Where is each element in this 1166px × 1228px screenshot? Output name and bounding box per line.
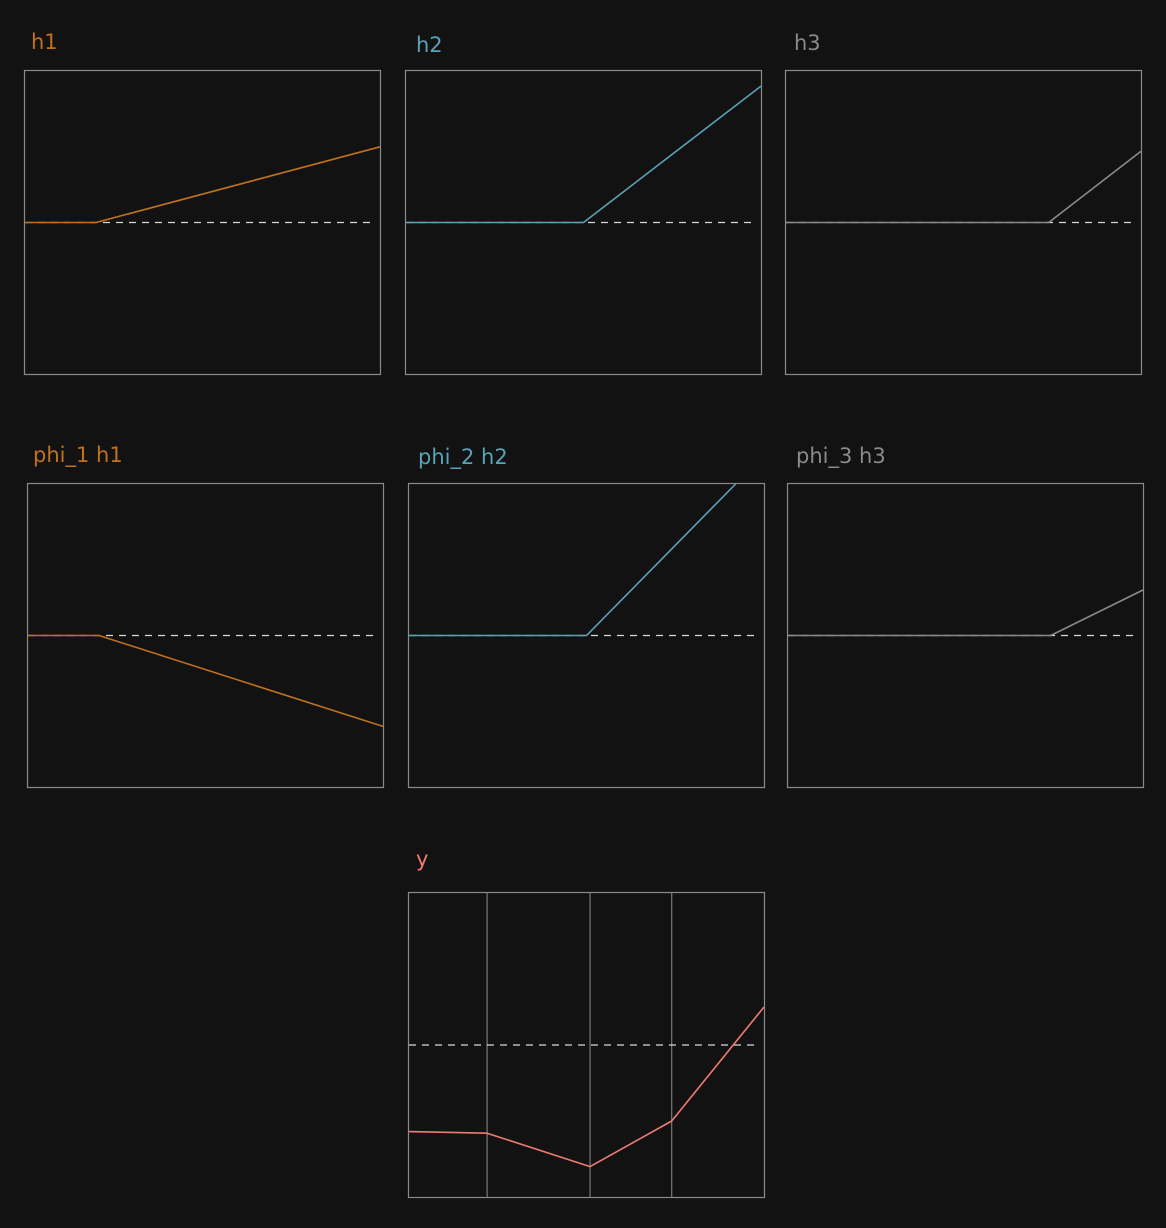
panel-title-h2: h2 <box>416 33 443 57</box>
plot-phi2-h2 <box>407 482 766 789</box>
series-line-h2 <box>406 85 762 224</box>
series-line-h3 <box>786 150 1142 224</box>
series-line-h1 <box>25 146 381 224</box>
plot-phi1-h1 <box>26 482 385 789</box>
plot-h2 <box>404 69 763 376</box>
panel-title-phi2-h2: phi_2 h2 <box>418 445 508 469</box>
series-line-phi1h1 <box>28 634 384 728</box>
plot-frame-y <box>407 891 766 1199</box>
panel-title-phi3-h3: phi_3 h3 <box>796 444 886 468</box>
plot-frame-phi1h1 <box>26 482 385 789</box>
panel-title-h3: h3 <box>794 31 821 55</box>
series-line-phi3h3 <box>788 589 1144 637</box>
panel-title-h1: h1 <box>31 30 58 54</box>
plot-h1 <box>23 69 382 376</box>
panel-title-y: y <box>416 847 429 871</box>
plot-frame-h3 <box>784 69 1143 376</box>
plot-phi3-h3 <box>786 482 1145 789</box>
plot-frame-phi3h3 <box>786 482 1145 789</box>
plot-y <box>407 891 766 1199</box>
plot-frame-h2 <box>404 69 763 376</box>
plot-h3 <box>784 69 1143 376</box>
plot-frame-phi2h2 <box>407 482 766 789</box>
plot-frame-h1 <box>23 69 382 376</box>
series-line-phi2h2 <box>409 483 737 637</box>
panel-title-phi1-h1: phi_1 h1 <box>33 443 123 467</box>
series-line-y <box>408 1006 765 1168</box>
